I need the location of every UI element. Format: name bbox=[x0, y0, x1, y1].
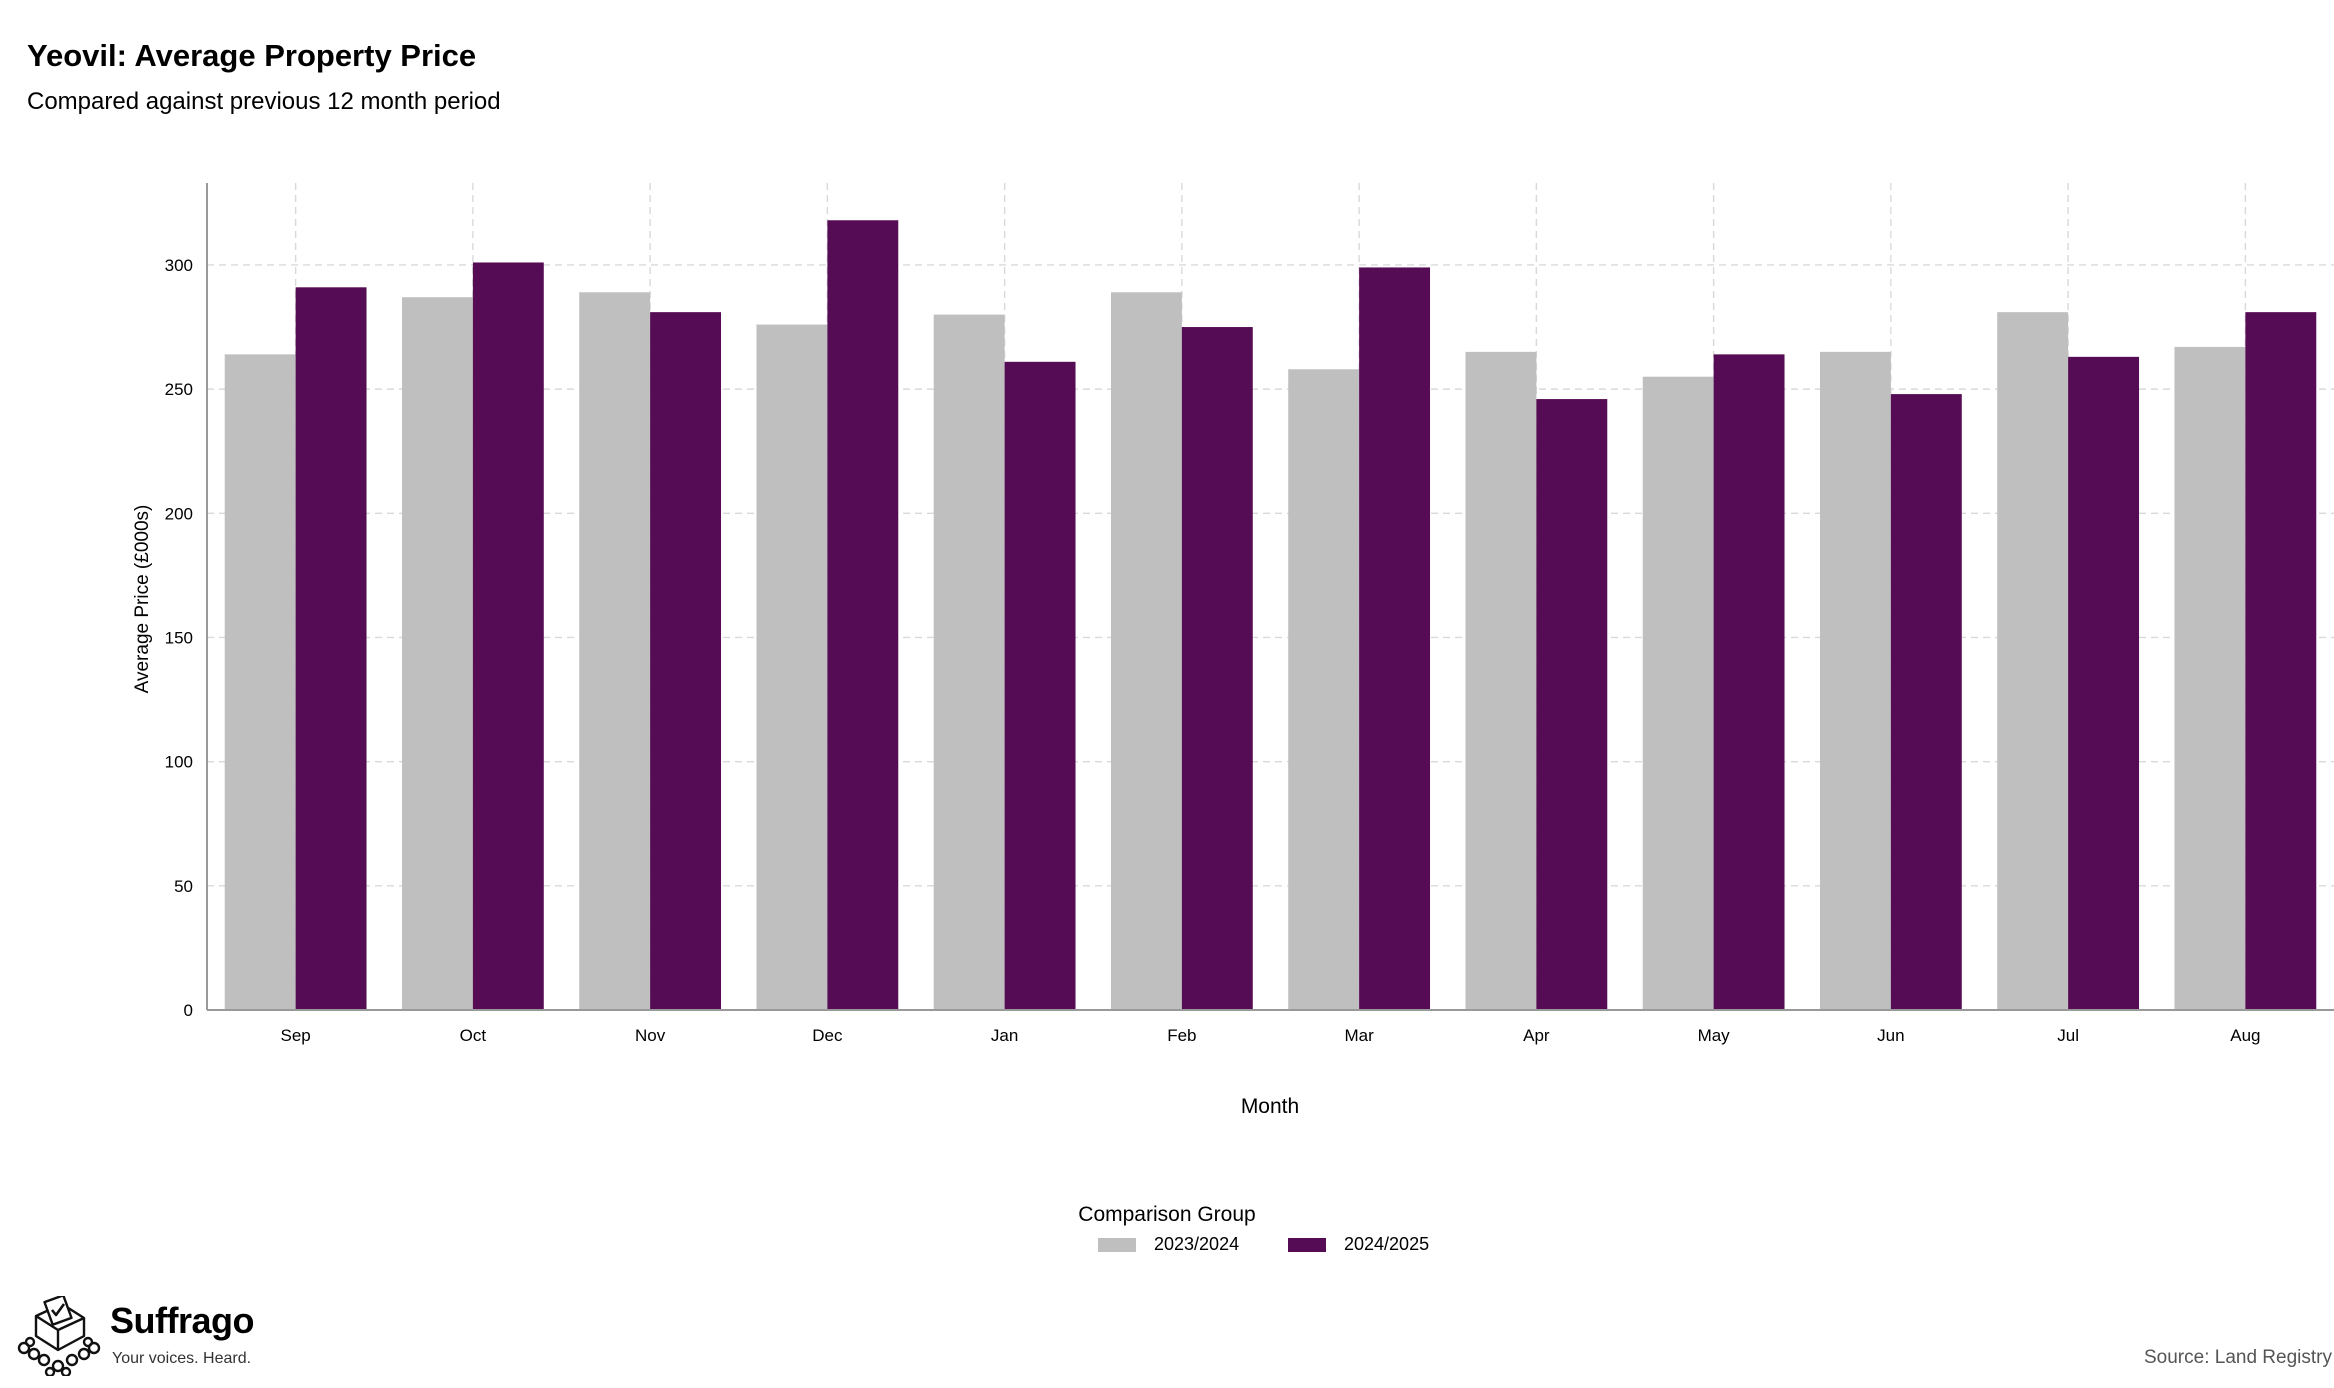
chart-title: Yeovil: Average Property Price bbox=[27, 38, 477, 73]
tick-labels: 0 50 100 150 200 250 300 Sep Oct Nov Dec Jan Feb Mar A… bbox=[165, 256, 2261, 1045]
bar-2024-2025-feb bbox=[1181, 327, 1253, 1010]
bar-2023-2024-mar bbox=[1288, 369, 1360, 1011]
bar-2023-2024-nov bbox=[579, 292, 651, 1010]
x-tick-label: Jul bbox=[2057, 1026, 2079, 1045]
x-tick-label: Mar bbox=[1344, 1026, 1374, 1045]
bar-2024-2025-apr bbox=[1536, 399, 1608, 1010]
bar-2023-2024-sep bbox=[224, 354, 296, 1010]
x-tick-label: Apr bbox=[1523, 1026, 1550, 1045]
axes bbox=[206, 183, 2334, 1011]
y-tick-label: 100 bbox=[165, 753, 193, 772]
x-tick-label: Sep bbox=[281, 1026, 311, 1045]
y-axis-label: Average Price (£000s) bbox=[132, 505, 153, 694]
x-tick-label: Dec bbox=[812, 1026, 843, 1045]
x-tick-label: Oct bbox=[460, 1026, 487, 1045]
bar-2023-2024-aug bbox=[2174, 346, 2246, 1010]
legend-title: Comparison Group bbox=[1078, 1203, 1256, 1226]
bar-2024-2025-dec bbox=[827, 220, 899, 1010]
bar-2024-2025-mar bbox=[1359, 267, 1431, 1010]
bar-chart: 0 50 100 150 200 250 300 Sep Oct Nov Dec Jan Feb Mar A… bbox=[132, 183, 2334, 1118]
brand-tagline: Your voices. Heard. bbox=[112, 1350, 252, 1367]
bar-2024-2025-jun bbox=[1890, 394, 1962, 1011]
brand-name: Suffrago bbox=[110, 1300, 255, 1341]
bars bbox=[224, 220, 2317, 1011]
bar-2024-2025-may bbox=[1713, 354, 1785, 1010]
x-tick-label: May bbox=[1698, 1026, 1731, 1045]
bar-2024-2025-sep bbox=[295, 287, 367, 1011]
y-tick-label: 150 bbox=[165, 628, 193, 647]
y-tick-label: 200 bbox=[165, 504, 193, 523]
x-tick-label: Feb bbox=[1167, 1026, 1196, 1045]
bar-2023-2024-apr bbox=[1465, 351, 1537, 1011]
x-tick-label: Aug bbox=[2230, 1026, 2260, 1045]
x-tick-label: Jun bbox=[1877, 1026, 1904, 1045]
y-tick-label: 300 bbox=[165, 256, 193, 275]
legend-swatch bbox=[1288, 1238, 1326, 1252]
bar-2023-2024-jul bbox=[1997, 312, 2069, 1011]
ballot-box-icon bbox=[17, 1296, 101, 1376]
y-tick-label: 0 bbox=[184, 1001, 193, 1020]
legend-label: 2024/2025 bbox=[1344, 1234, 1430, 1254]
bar-2024-2025-aug bbox=[2245, 312, 2317, 1011]
bar-2023-2024-oct bbox=[401, 297, 473, 1010]
bar-2024-2025-jan bbox=[1004, 361, 1076, 1011]
bar-2023-2024-jun bbox=[1819, 351, 1891, 1011]
bar-2023-2024-may bbox=[1642, 376, 1714, 1011]
y-tick-label: 250 bbox=[165, 380, 193, 399]
x-axis-label: Month bbox=[1241, 1095, 1299, 1118]
legend-label: 2023/2024 bbox=[1154, 1234, 1240, 1254]
legend-swatch bbox=[1098, 1238, 1136, 1252]
bar-2023-2024-feb bbox=[1110, 292, 1182, 1010]
y-tick-label: 50 bbox=[174, 877, 193, 896]
x-tick-label: Nov bbox=[635, 1026, 666, 1045]
bar-2024-2025-oct bbox=[472, 262, 544, 1011]
chart-subtitle: Compared against previous 12 month perio… bbox=[27, 88, 501, 115]
bar-2024-2025-jul bbox=[2068, 356, 2140, 1010]
x-tick-label: Jan bbox=[991, 1026, 1018, 1045]
bar-2024-2025-nov bbox=[650, 312, 722, 1011]
bar-2023-2024-dec bbox=[756, 324, 828, 1010]
bar-2023-2024-jan bbox=[933, 314, 1005, 1010]
source-note: Source: Land Registry bbox=[2144, 1347, 2332, 1368]
